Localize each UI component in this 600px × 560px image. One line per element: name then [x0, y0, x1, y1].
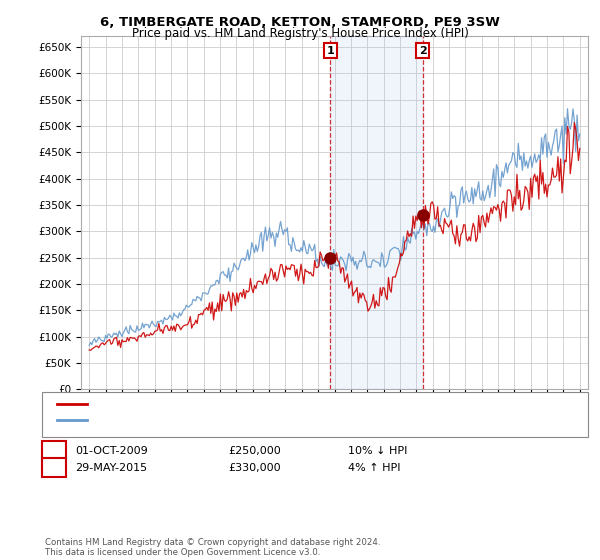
Text: 1: 1: [326, 45, 334, 55]
Text: 6, TIMBERGATE ROAD, KETTON, STAMFORD, PE9 3SW: 6, TIMBERGATE ROAD, KETTON, STAMFORD, PE…: [100, 16, 500, 29]
Text: Price paid vs. HM Land Registry's House Price Index (HPI): Price paid vs. HM Land Registry's House …: [131, 27, 469, 40]
Text: 01-OCT-2009: 01-OCT-2009: [75, 446, 148, 456]
Text: 10% ↓ HPI: 10% ↓ HPI: [348, 446, 407, 456]
Text: 6, TIMBERGATE ROAD, KETTON, STAMFORD, PE9 3SW (detached house): 6, TIMBERGATE ROAD, KETTON, STAMFORD, PE…: [93, 399, 451, 409]
Text: HPI: Average price, detached house, Rutland: HPI: Average price, detached house, Rutl…: [93, 415, 316, 425]
Text: Contains HM Land Registry data © Crown copyright and database right 2024.
This d: Contains HM Land Registry data © Crown c…: [45, 538, 380, 557]
Text: 29-MAY-2015: 29-MAY-2015: [75, 463, 147, 473]
Text: 4% ↑ HPI: 4% ↑ HPI: [348, 463, 401, 473]
Text: £250,000: £250,000: [228, 446, 281, 456]
Text: 1: 1: [50, 444, 58, 458]
Text: 2: 2: [419, 45, 427, 55]
Text: £330,000: £330,000: [228, 463, 281, 473]
Text: 2: 2: [50, 461, 58, 474]
Bar: [331, 36, 423, 389]
